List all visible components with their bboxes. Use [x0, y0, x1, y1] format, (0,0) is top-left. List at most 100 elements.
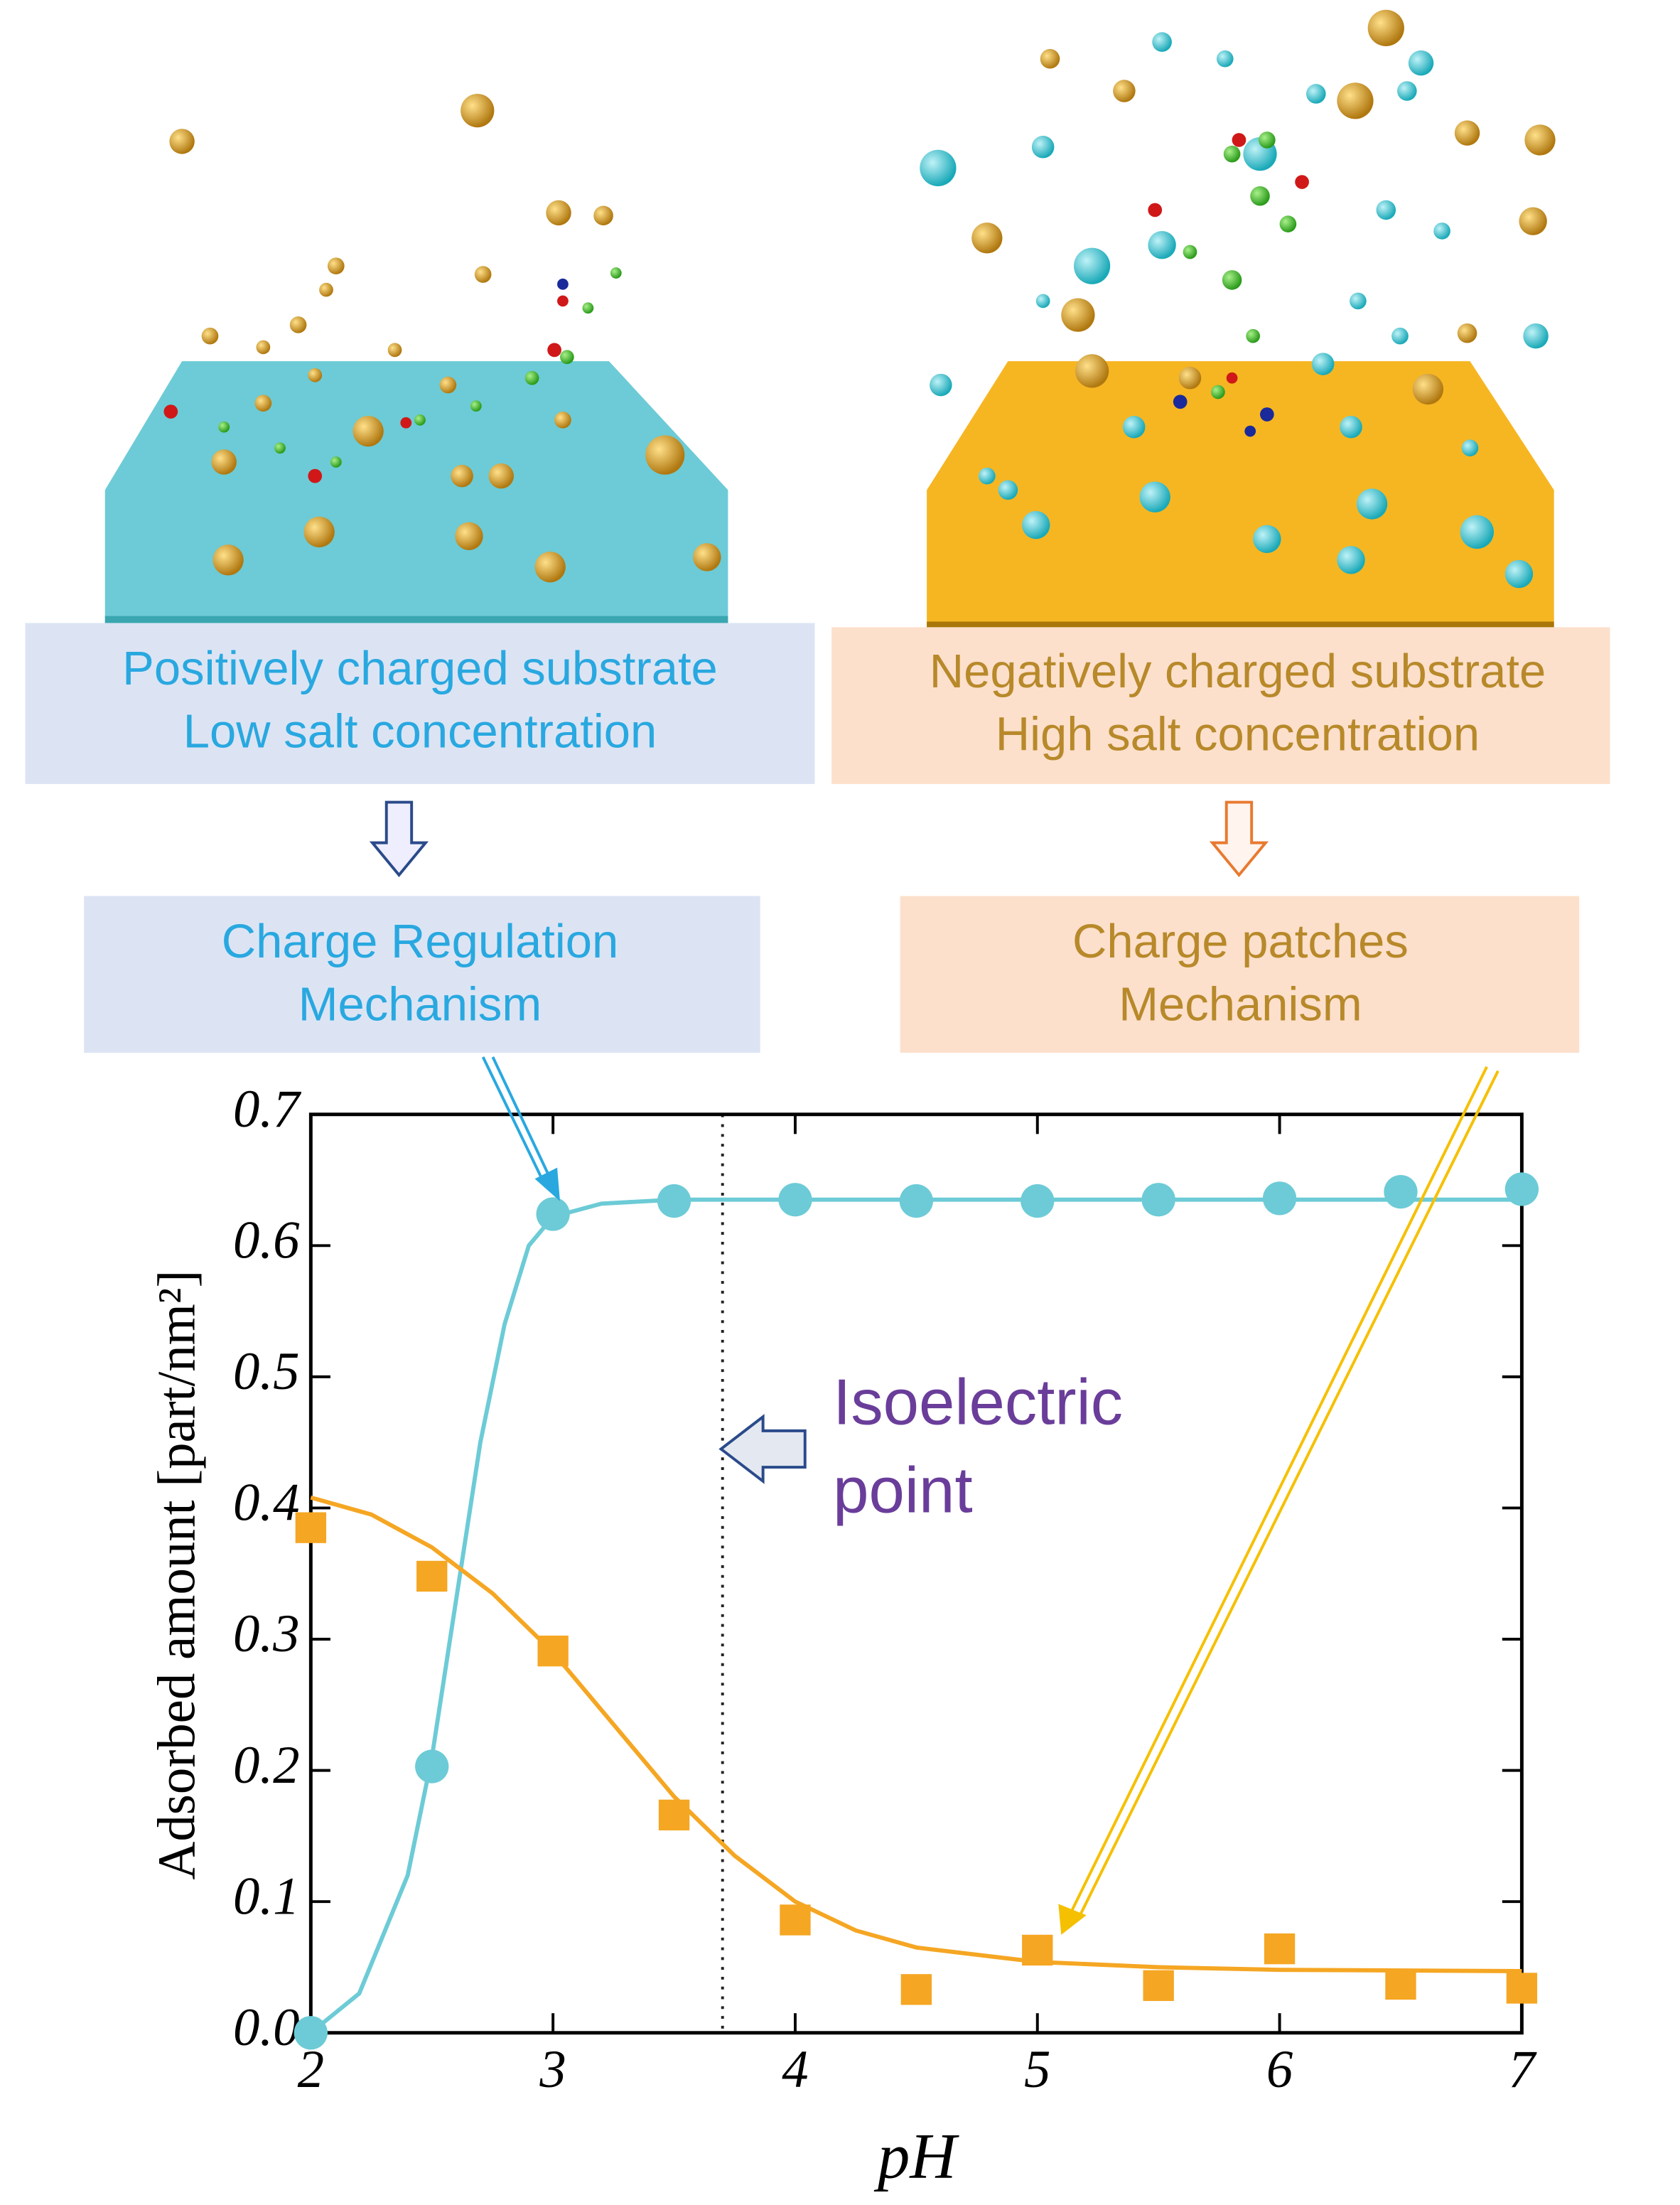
particle — [308, 368, 323, 382]
box-text: Positively charged substrate — [122, 642, 718, 695]
particle — [1075, 354, 1109, 388]
point — [778, 1183, 812, 1217]
fit-line — [310, 1495, 1522, 1973]
particle — [1232, 133, 1246, 147]
box-text: Charge patches — [1072, 915, 1409, 968]
box-text: High salt concentration — [996, 708, 1480, 761]
particle — [1279, 215, 1297, 232]
particle — [289, 316, 307, 333]
particle — [593, 205, 613, 226]
particle — [1306, 84, 1326, 104]
x-tick-label: 5 — [1024, 2040, 1050, 2099]
point — [1384, 1175, 1418, 1209]
down-arrow — [1209, 800, 1269, 878]
particle — [1260, 407, 1274, 422]
box-text: Mechanism — [298, 978, 542, 1031]
particle — [169, 129, 195, 154]
particle — [1073, 247, 1111, 284]
particle — [1519, 207, 1547, 235]
plot-frame — [308, 1112, 1524, 2035]
particle — [212, 544, 244, 576]
particle — [1433, 222, 1450, 240]
particle — [330, 456, 342, 468]
particle — [1340, 415, 1362, 439]
particle — [274, 442, 286, 454]
point — [780, 1904, 811, 1936]
particle — [1250, 186, 1270, 206]
particle — [1244, 425, 1256, 437]
particle — [1035, 294, 1050, 309]
y-tick-label: 0.4 — [233, 1474, 300, 1533]
particles — [163, 9, 1556, 589]
particle — [524, 370, 539, 385]
point — [1022, 1934, 1053, 1966]
particle — [534, 551, 566, 583]
left-illustration — [104, 361, 728, 625]
mechanism-box — [84, 896, 760, 1053]
point — [1264, 1933, 1296, 1965]
point — [1141, 1183, 1175, 1217]
x-axis-label: pH — [873, 2120, 959, 2192]
particle — [693, 543, 721, 572]
particle — [1461, 439, 1479, 457]
point — [1506, 1973, 1538, 2004]
particle — [327, 257, 345, 275]
mechanism-box — [900, 896, 1580, 1053]
x-tick-label: 7 — [1509, 2040, 1537, 2099]
box-text: Negatively charged substrate — [930, 645, 1546, 698]
point — [416, 1560, 448, 1592]
particle — [920, 149, 957, 186]
box-text: Mechanism — [1119, 978, 1362, 1031]
particle — [1376, 200, 1396, 220]
particle — [1259, 132, 1276, 149]
point — [900, 1974, 932, 2005]
particle — [254, 395, 272, 412]
point — [899, 1184, 934, 1218]
particle — [1040, 48, 1060, 69]
pointer-arrows — [481, 1056, 1499, 1935]
particle — [474, 266, 492, 283]
particle — [1350, 292, 1367, 310]
box-text: Charge Regulation — [222, 915, 619, 968]
x-tick-label: 4 — [782, 2040, 808, 2099]
particle — [470, 400, 482, 412]
particle — [1211, 385, 1225, 399]
particle — [998, 480, 1018, 500]
particle — [1178, 367, 1202, 390]
particle — [971, 222, 1003, 254]
point — [658, 1799, 690, 1831]
particle — [560, 350, 574, 365]
particle — [1311, 353, 1335, 375]
particle — [400, 417, 412, 429]
particle — [201, 327, 219, 345]
particle — [163, 404, 178, 419]
particle — [352, 415, 384, 447]
particle — [451, 464, 473, 488]
down-arrow — [369, 800, 429, 878]
particle — [1122, 415, 1146, 439]
particle — [930, 373, 952, 397]
particle — [488, 463, 514, 489]
particle — [1337, 82, 1374, 119]
particle — [1337, 546, 1365, 574]
particle — [1391, 327, 1409, 345]
particle — [414, 414, 426, 426]
y-tick-label: 0.7 — [233, 1080, 301, 1139]
y-tick-label: 0.1 — [233, 1867, 300, 1926]
particle — [547, 343, 561, 358]
particle — [557, 295, 569, 307]
particle — [1457, 323, 1477, 343]
particle — [1022, 510, 1050, 540]
point — [657, 1184, 691, 1218]
particle — [1253, 525, 1281, 553]
right-box — [831, 627, 1610, 784]
particle — [557, 278, 569, 290]
particle — [1454, 120, 1480, 146]
particle — [1223, 145, 1241, 163]
particle — [1139, 481, 1170, 513]
point — [1385, 1968, 1416, 2000]
particle — [439, 376, 457, 394]
point — [1262, 1181, 1297, 1216]
point — [537, 1635, 569, 1667]
